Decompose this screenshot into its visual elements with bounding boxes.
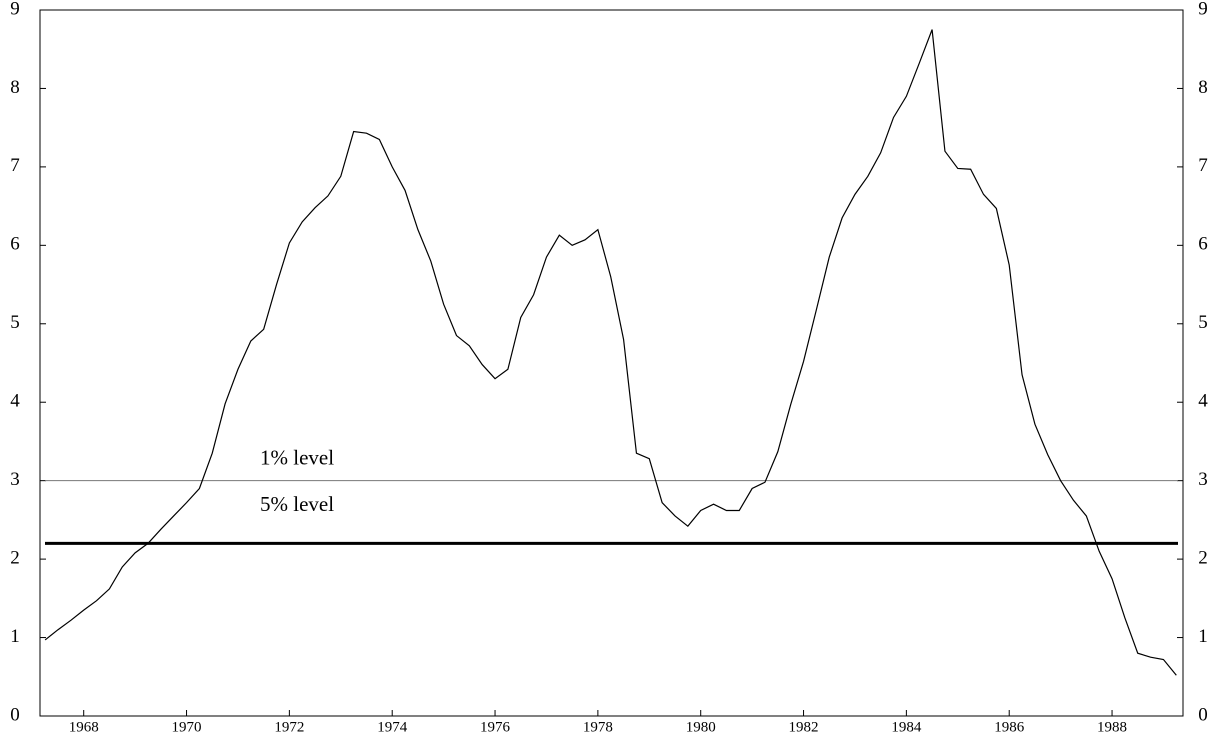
y-tick-label: 9 <box>10 0 20 19</box>
x-tick-label: 1984 <box>891 719 922 735</box>
reference-label: 5% level <box>260 492 334 516</box>
x-tick-label: 1988 <box>1097 719 1127 735</box>
y-tick-label: 3 <box>10 469 20 490</box>
y-tick-label: 5 <box>10 312 20 333</box>
y2-tick-label: 8 <box>1198 77 1208 98</box>
x-tick-label: 1972 <box>274 719 304 735</box>
x-tick-label: 1974 <box>377 719 408 735</box>
y-tick-label: 4 <box>10 391 20 412</box>
x-tick-label: 1976 <box>480 719 511 735</box>
y2-tick-label: 3 <box>1198 469 1208 490</box>
x-tick-label: 1978 <box>583 719 613 735</box>
y2-tick-label: 0 <box>1198 704 1208 725</box>
y-tick-label: 8 <box>10 77 20 98</box>
data-line <box>44 29 1177 676</box>
y2-tick-label: 4 <box>1198 391 1208 412</box>
x-tick-label: 1986 <box>994 719 1025 735</box>
y2-tick-label: 5 <box>1198 312 1208 333</box>
y2-tick-label: 2 <box>1198 547 1208 568</box>
y-tick-label: 0 <box>10 704 20 725</box>
x-tick-label: 1982 <box>789 719 819 735</box>
x-tick-label: 1970 <box>172 719 202 735</box>
y-tick-label: 7 <box>10 155 20 176</box>
reference-label: 1% level <box>260 445 334 469</box>
y2-tick-label: 1 <box>1198 626 1208 647</box>
y-tick-label: 6 <box>10 234 20 255</box>
x-tick-label: 1968 <box>69 719 99 735</box>
y2-tick-label: 7 <box>1198 155 1208 176</box>
y2-tick-label: 9 <box>1198 0 1208 19</box>
plot-frame <box>39 9 1184 717</box>
y-tick-label: 1 <box>10 626 20 647</box>
x-tick-label: 1980 <box>686 719 716 735</box>
y-tick-label: 2 <box>10 547 20 568</box>
y2-tick-label: 6 <box>1198 234 1208 255</box>
